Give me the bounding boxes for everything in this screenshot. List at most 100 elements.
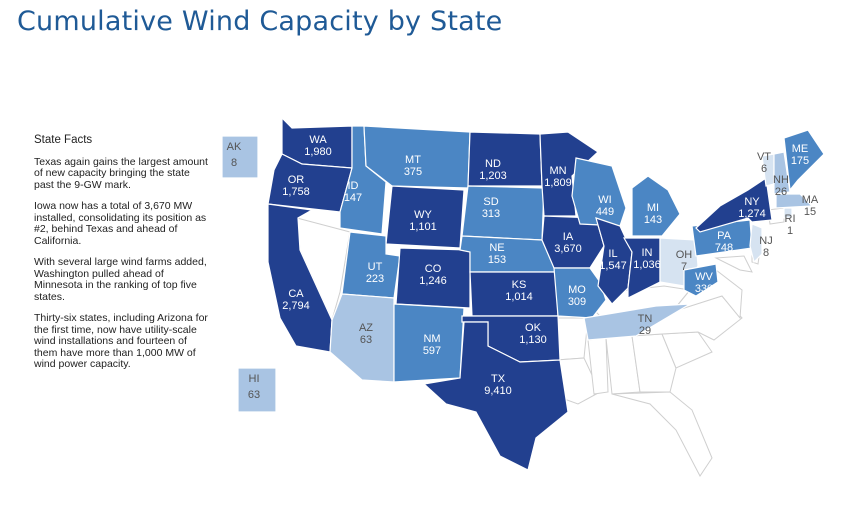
state-value-label: 143 bbox=[644, 214, 662, 226]
state-abbr-label: WY bbox=[414, 209, 432, 221]
state-abbr-label: OR bbox=[288, 174, 305, 186]
state-abbr-label: KS bbox=[512, 279, 527, 291]
state-value-label: 1,246 bbox=[419, 275, 447, 287]
state-value-label: 15 bbox=[804, 206, 816, 218]
state-mo bbox=[553, 267, 607, 319]
state-il bbox=[595, 217, 633, 305]
state-abbr-label: AK bbox=[227, 141, 242, 153]
state-nj bbox=[749, 223, 763, 264]
state-value-label: 1,758 bbox=[282, 186, 310, 198]
state-value-label: 3,670 bbox=[554, 243, 582, 255]
state-abbr-label: PA bbox=[717, 230, 732, 242]
state-ne bbox=[459, 235, 557, 273]
state-ny bbox=[695, 176, 773, 233]
state-abbr-label: AZ bbox=[359, 322, 373, 334]
state-abbr-label: UT bbox=[368, 261, 383, 273]
state-value-label: 1,274 bbox=[738, 208, 766, 220]
state-value-label: 223 bbox=[366, 273, 384, 285]
state-value-label: 1,101 bbox=[409, 221, 437, 233]
state-abbr-label: RI bbox=[785, 213, 796, 225]
state-value-label: 29 bbox=[639, 325, 651, 337]
state-abbr-label: MI bbox=[647, 202, 659, 214]
state-tx bbox=[422, 321, 569, 471]
state-value-label: 1,809 bbox=[544, 177, 572, 189]
state-abbr-label: NE bbox=[489, 242, 504, 254]
state-abbr-label: OK bbox=[525, 322, 542, 334]
state-md bbox=[714, 255, 753, 273]
state-value-label: 375 bbox=[404, 166, 422, 178]
states bbox=[221, 116, 825, 471]
no-capacity-states bbox=[296, 207, 785, 477]
state-abbr-label: NJ bbox=[759, 235, 772, 247]
fact-paragraph: With several large wind farms added, Was… bbox=[34, 256, 207, 303]
state-ma bbox=[775, 193, 814, 209]
state-value-label: 26 bbox=[775, 186, 787, 198]
page-title: Cumulative Wind Capacity by State bbox=[17, 6, 503, 37]
state-abbr-label: OH bbox=[676, 249, 693, 261]
state-abbr-label: ME bbox=[792, 143, 809, 155]
state-value-label: 1,203 bbox=[479, 170, 507, 182]
state-value-label: 9,410 bbox=[484, 385, 512, 397]
state-value-label: 313 bbox=[482, 208, 500, 220]
state-mi bbox=[631, 175, 681, 237]
state-value-label: 449 bbox=[596, 206, 614, 218]
state-abbr-label: SD bbox=[483, 196, 498, 208]
state-abbr-label: ND bbox=[485, 158, 501, 170]
state-abbr-label: HI bbox=[249, 373, 260, 385]
state-abbr-label: IL bbox=[608, 248, 617, 260]
state-value-label: 1,036 bbox=[633, 259, 661, 271]
state-az bbox=[329, 293, 395, 383]
state-abbr-label: MT bbox=[405, 154, 421, 166]
state-value-label: 1,980 bbox=[304, 146, 332, 158]
state-abbr-label: IN bbox=[642, 247, 653, 259]
state-ak bbox=[221, 135, 259, 179]
state-sd bbox=[461, 185, 545, 241]
state-abbr-label: NY bbox=[744, 196, 760, 208]
state-tn bbox=[583, 303, 691, 341]
state-value-label: 2,794 bbox=[282, 300, 310, 312]
state-value-label: 1,130 bbox=[519, 334, 547, 346]
state-abbr-label: WI bbox=[598, 194, 611, 206]
state-value-label: 1,014 bbox=[505, 291, 533, 303]
state-value-label: 63 bbox=[248, 389, 260, 401]
state-value-label: 8 bbox=[231, 157, 237, 169]
state-ri bbox=[783, 207, 793, 219]
state-abbr-label: MO bbox=[568, 284, 586, 296]
state-value-label: 330 bbox=[695, 283, 713, 295]
state-abbr-label: VT bbox=[757, 151, 771, 163]
state-abbr-label: CO bbox=[425, 263, 442, 275]
state-value-label: 597 bbox=[423, 345, 441, 357]
fact-paragraph: Iowa now has a total of 3,670 MW install… bbox=[34, 200, 207, 247]
state-value-label: 147 bbox=[344, 192, 362, 204]
state-value-label: 7 bbox=[681, 261, 687, 273]
state-abbr-label: MN bbox=[549, 165, 566, 177]
state-abbr-label: NM bbox=[423, 333, 440, 345]
state-abbr-label: IA bbox=[563, 231, 574, 243]
state-fl bbox=[611, 391, 713, 477]
state-wv bbox=[683, 263, 719, 297]
state-value-label: 6 bbox=[761, 163, 767, 175]
state-abbr-label: MA bbox=[802, 194, 819, 206]
state-facts-panel: State Facts Texas again gains the larges… bbox=[34, 134, 212, 381]
state-abbr-label: TX bbox=[491, 373, 506, 385]
state-abbr-label: TN bbox=[638, 313, 653, 325]
state-abbr-label: WA bbox=[309, 134, 327, 146]
state-value-label: 153 bbox=[488, 254, 506, 266]
fact-paragraph: Texas again gains the largest amount of … bbox=[34, 155, 208, 191]
state-abbr-label: WV bbox=[695, 271, 713, 283]
fact-paragraph: Thirty-six states, including Arizona for… bbox=[34, 312, 208, 370]
state-abbr-label: CA bbox=[288, 288, 304, 300]
state-abbr-label: NH bbox=[773, 174, 789, 186]
state-value-label: 748 bbox=[715, 242, 733, 254]
state-value-label: 8 bbox=[763, 247, 769, 259]
state-value-label: 1,547 bbox=[599, 260, 627, 272]
state-nh bbox=[773, 151, 791, 195]
state-value-label: 175 bbox=[791, 155, 809, 167]
state-mt bbox=[363, 125, 471, 189]
state-co bbox=[395, 247, 471, 309]
state-value-label: 63 bbox=[360, 334, 372, 346]
state-hi bbox=[237, 367, 277, 413]
state-value-label: 309 bbox=[568, 296, 586, 308]
